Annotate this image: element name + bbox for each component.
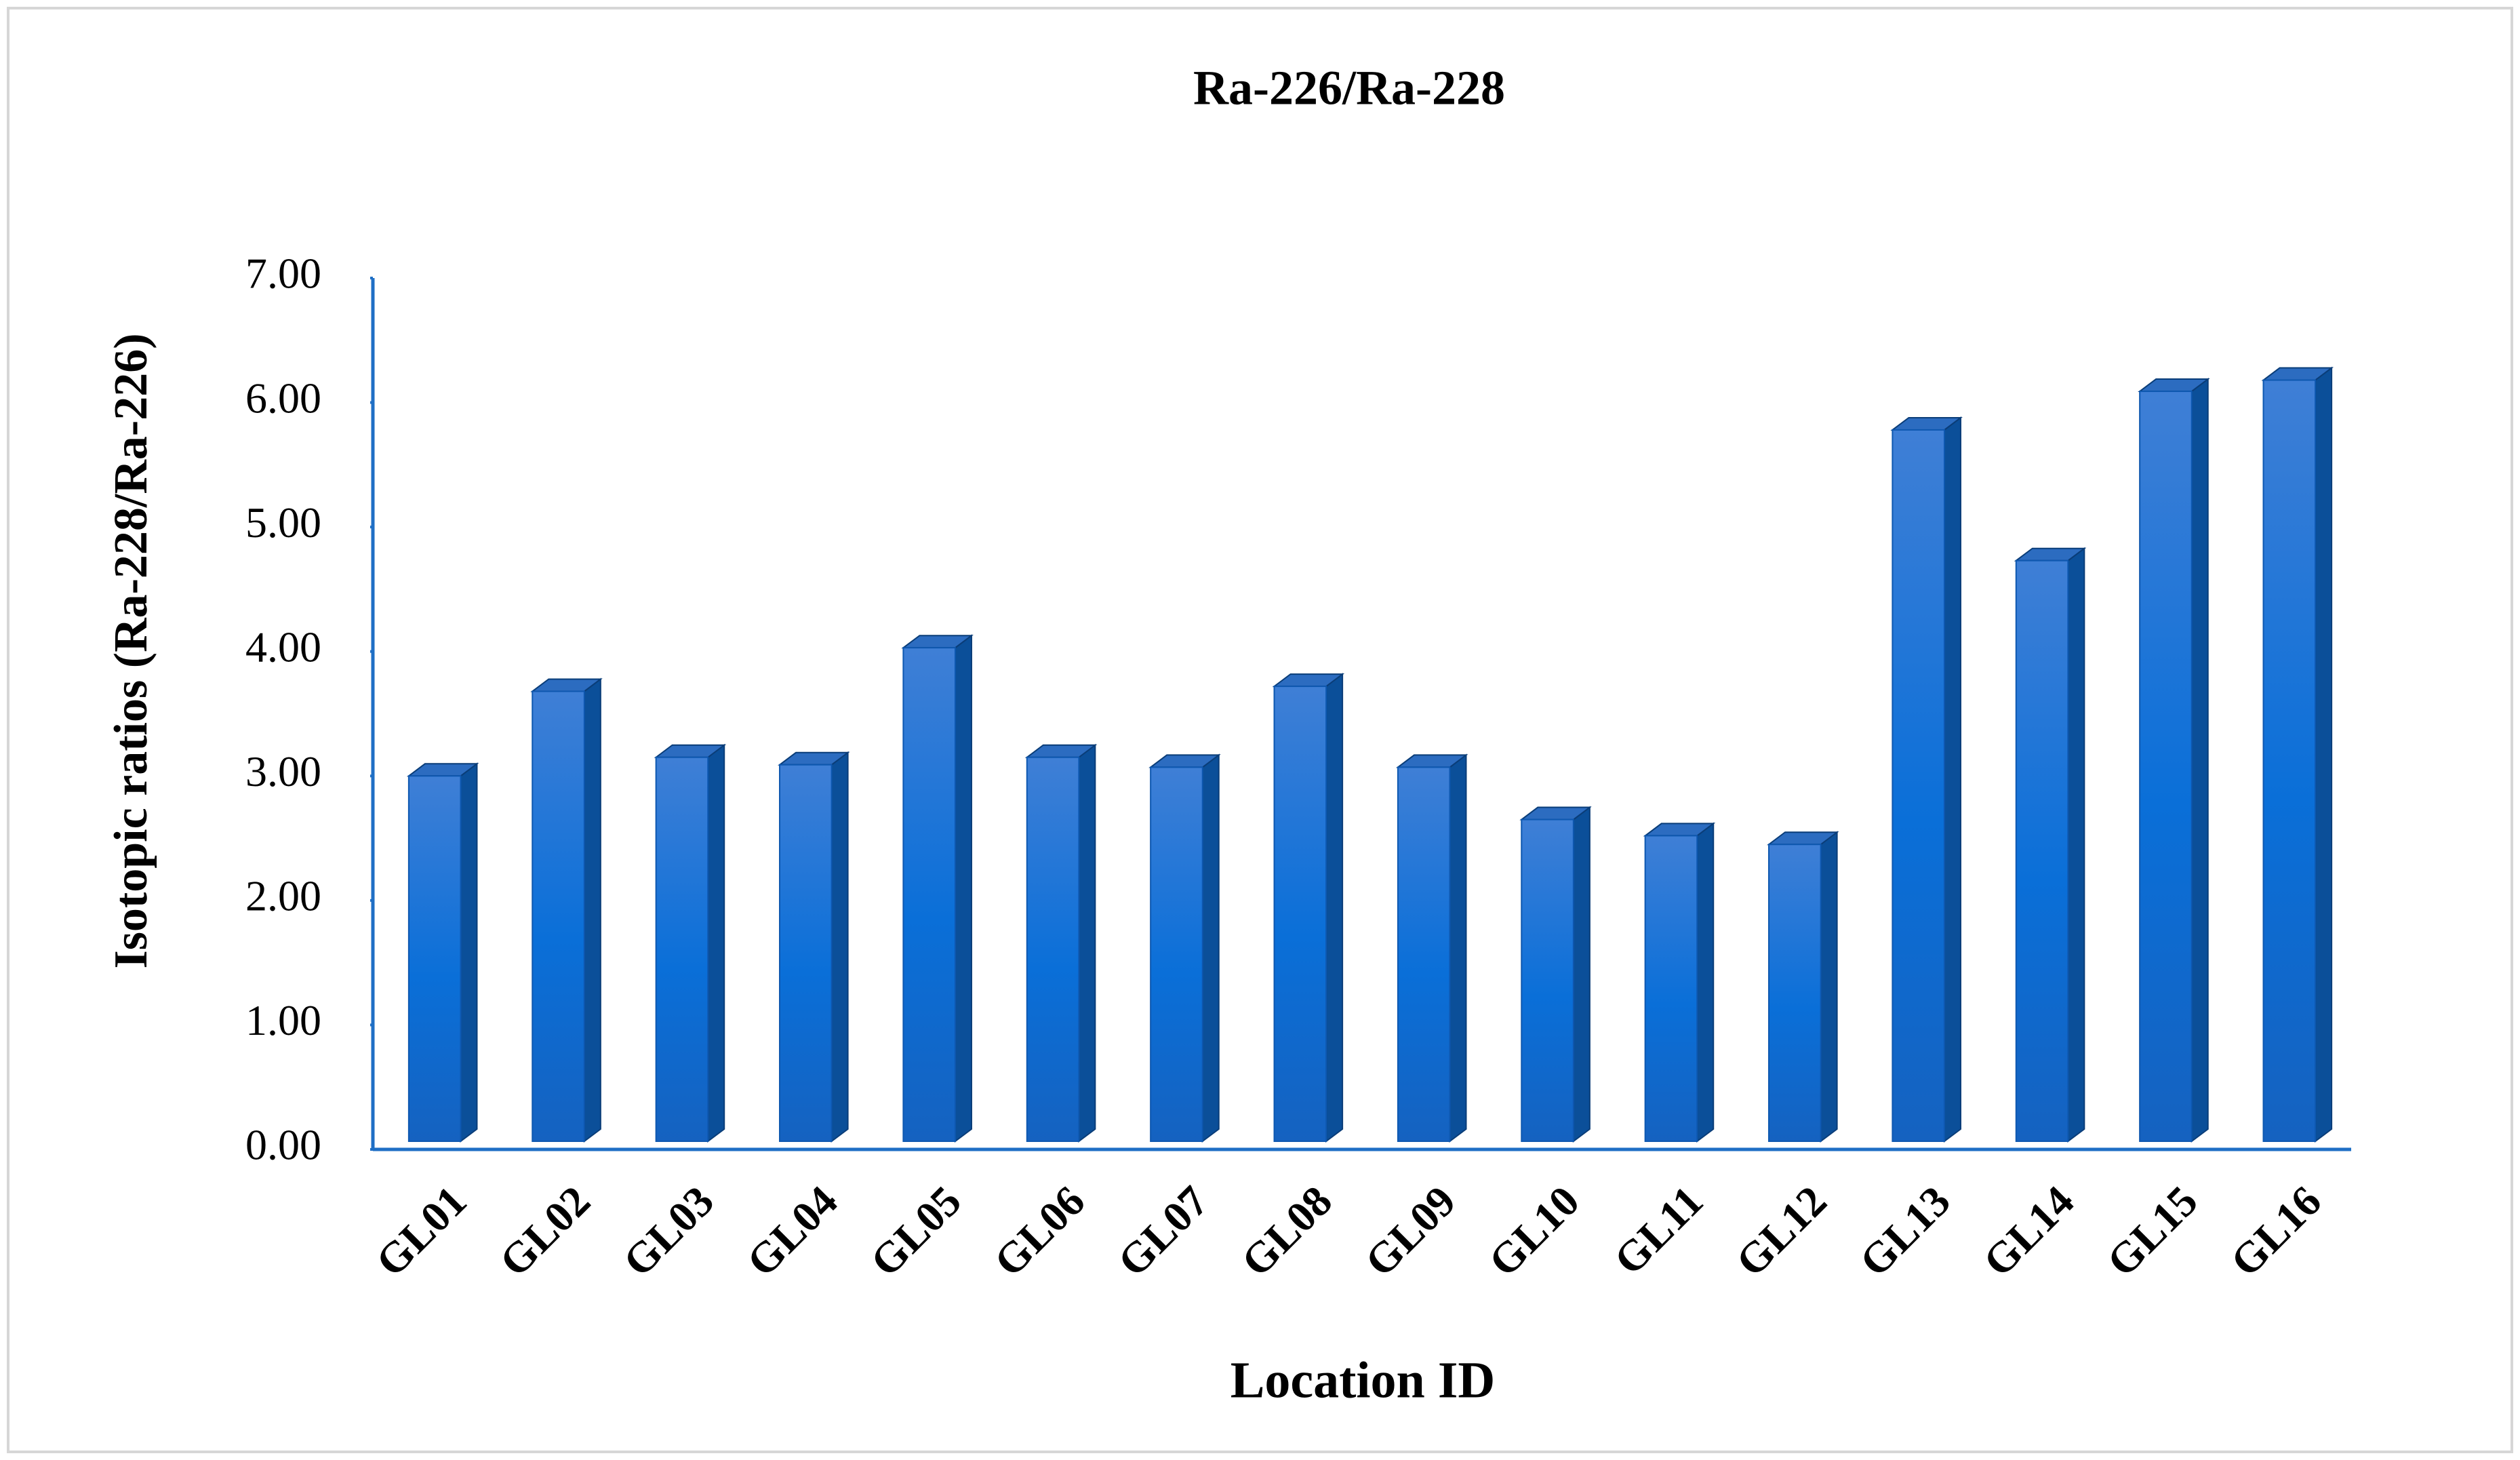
bar-side [460, 762, 478, 1143]
bar-side [1943, 416, 1961, 1143]
bar [1768, 844, 1822, 1142]
bar [2262, 379, 2317, 1142]
chart-frame [7, 7, 2513, 1453]
bar-side [1820, 831, 1838, 1143]
bar-side [1078, 743, 1096, 1143]
bar-side [954, 634, 972, 1143]
bar [1150, 766, 1203, 1142]
bar [407, 775, 462, 1143]
bar [902, 647, 956, 1142]
bar [655, 756, 709, 1142]
x-axis-label: Location ID [1231, 1352, 1496, 1408]
y-tick-label: 0.00 [245, 1121, 321, 1169]
bar-side [2067, 547, 2085, 1143]
bar [1397, 766, 1451, 1142]
bar-side [1696, 822, 1715, 1143]
y-tick-label: 2.00 [245, 872, 321, 920]
y-tick-label: 5.00 [245, 498, 321, 547]
chart-title: Ra-226/Ra-228 [1193, 61, 1505, 115]
bar [2139, 391, 2193, 1142]
y-tick-label: 7.00 [245, 250, 321, 298]
bar [1521, 818, 1574, 1143]
y-tick-label: 6.00 [245, 374, 321, 422]
bar-side [831, 751, 849, 1143]
bar-side [2315, 366, 2333, 1143]
bar [1026, 756, 1080, 1142]
bar-side [2191, 378, 2209, 1143]
bar-side [1572, 806, 1591, 1143]
y-tick-label: 3.00 [245, 747, 321, 795]
bar [1273, 686, 1327, 1142]
y-tick-label: 4.00 [245, 623, 321, 671]
y-axis-label: Isotopic ratios (Ra-228/Ra-226) [105, 333, 157, 968]
bar [1892, 429, 1945, 1142]
bar-side [1201, 753, 1220, 1143]
bar-side [707, 743, 725, 1143]
bar [2015, 559, 2069, 1142]
bar-side [583, 677, 601, 1143]
y-tick-label: 1.00 [245, 996, 321, 1044]
bar-side [1449, 753, 1467, 1143]
bar [532, 690, 585, 1142]
bar [1644, 835, 1698, 1143]
bar-side [1325, 673, 1344, 1143]
bar [779, 764, 833, 1142]
